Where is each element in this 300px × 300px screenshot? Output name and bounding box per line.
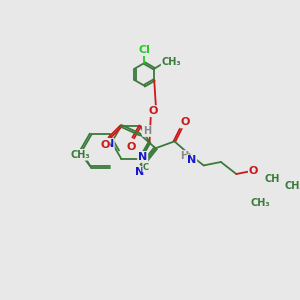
Text: CH₃: CH₃ [162, 57, 181, 67]
Text: CH₃: CH₃ [250, 198, 270, 208]
Text: O: O [149, 106, 158, 116]
Text: H: H [180, 151, 188, 161]
Text: O: O [100, 140, 110, 150]
Text: C: C [143, 163, 149, 172]
Text: N: N [187, 155, 196, 165]
Text: N: N [135, 167, 144, 177]
Text: O: O [180, 118, 190, 128]
Text: CH₃: CH₃ [70, 150, 90, 160]
Text: H: H [143, 126, 151, 136]
Text: Cl: Cl [138, 45, 150, 55]
Text: CH: CH [265, 174, 280, 184]
Text: O: O [127, 142, 136, 152]
Text: N: N [138, 152, 147, 162]
Text: O: O [249, 166, 258, 176]
Text: N: N [104, 139, 114, 149]
Text: CH₃: CH₃ [285, 181, 300, 191]
